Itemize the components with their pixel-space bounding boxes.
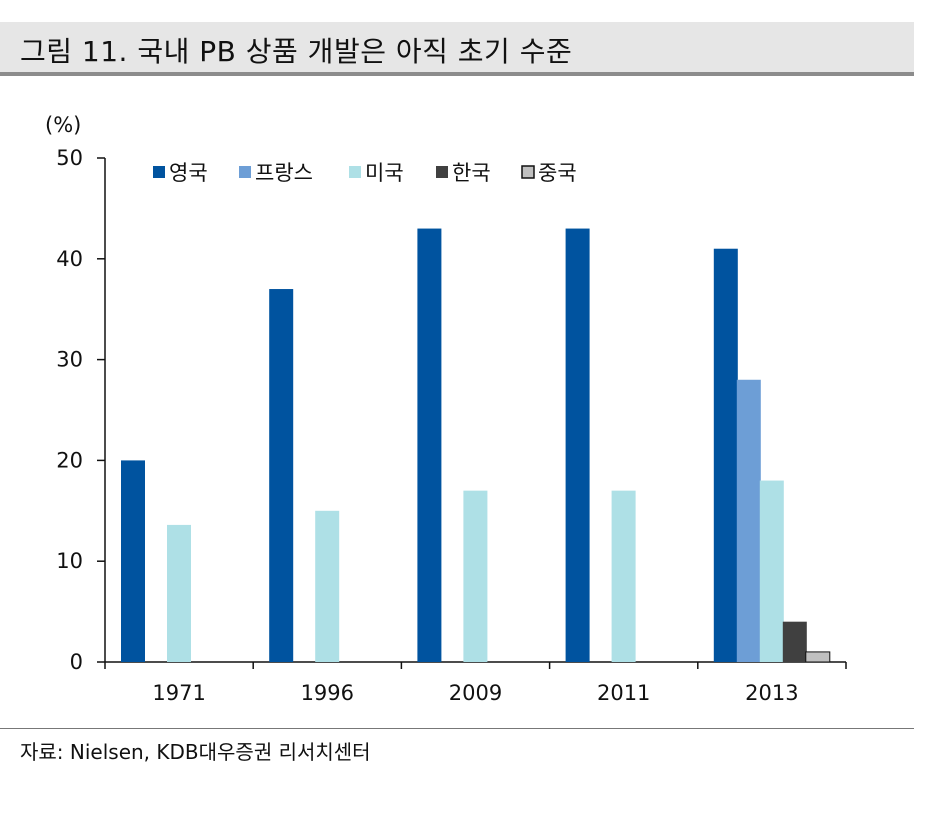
bar-2011-영국	[565, 228, 590, 662]
y-tick-label: 10	[56, 549, 83, 573]
legend-swatch-프랑스	[239, 166, 251, 178]
source-divider	[0, 728, 914, 729]
y-tick-label: 50	[56, 146, 83, 170]
bar-2009-영국	[417, 228, 442, 662]
y-tick-label: 40	[56, 247, 83, 271]
bar-1971-미국	[167, 524, 191, 662]
bar-1996-영국	[269, 289, 294, 662]
y-tick-label: 30	[56, 348, 83, 372]
bar-2009-미국	[463, 490, 488, 662]
bar-2011-미국	[611, 490, 636, 662]
legend-label-프랑스: 프랑스	[255, 161, 313, 185]
x-tick-label: 2009	[449, 681, 502, 705]
y-axis-unit-label: (%)	[45, 113, 81, 137]
source-note: 자료: Nielsen, KDB대우증권 리서치센터	[20, 740, 371, 764]
figure-title: 그림 11. 국내 PB 상품 개발은 아직 초기 수준	[20, 35, 573, 68]
bar-2013-중국	[805, 651, 831, 663]
y-tick-label: 20	[56, 448, 83, 472]
x-tick-label: 1996	[301, 681, 354, 705]
legend-label-중국: 중국	[538, 161, 577, 185]
legend-swatch-미국	[349, 166, 361, 178]
y-tick-label: 0	[70, 650, 83, 674]
legend-label-미국: 미국	[365, 161, 404, 185]
figure-title-bar: 그림 11. 국내 PB 상품 개발은 아직 초기 수준	[0, 22, 914, 76]
bar-1971-영국	[121, 460, 145, 662]
bar-2013-미국	[759, 480, 784, 662]
legend-swatch-중국	[521, 165, 535, 179]
bar-2013-영국	[713, 248, 738, 662]
x-tick-label: 2013	[745, 681, 798, 705]
bar-2013-한국	[782, 621, 807, 662]
legend-label-한국: 한국	[452, 161, 491, 185]
legend-label-영국: 영국	[169, 161, 208, 185]
x-tick-label: 1971	[152, 681, 205, 705]
bar-1996-미국	[315, 510, 340, 662]
legend-swatch-한국	[436, 166, 448, 178]
x-tick-label: 2011	[597, 681, 650, 705]
bar-2013-프랑스	[736, 379, 761, 662]
legend-swatch-영국	[153, 166, 165, 178]
